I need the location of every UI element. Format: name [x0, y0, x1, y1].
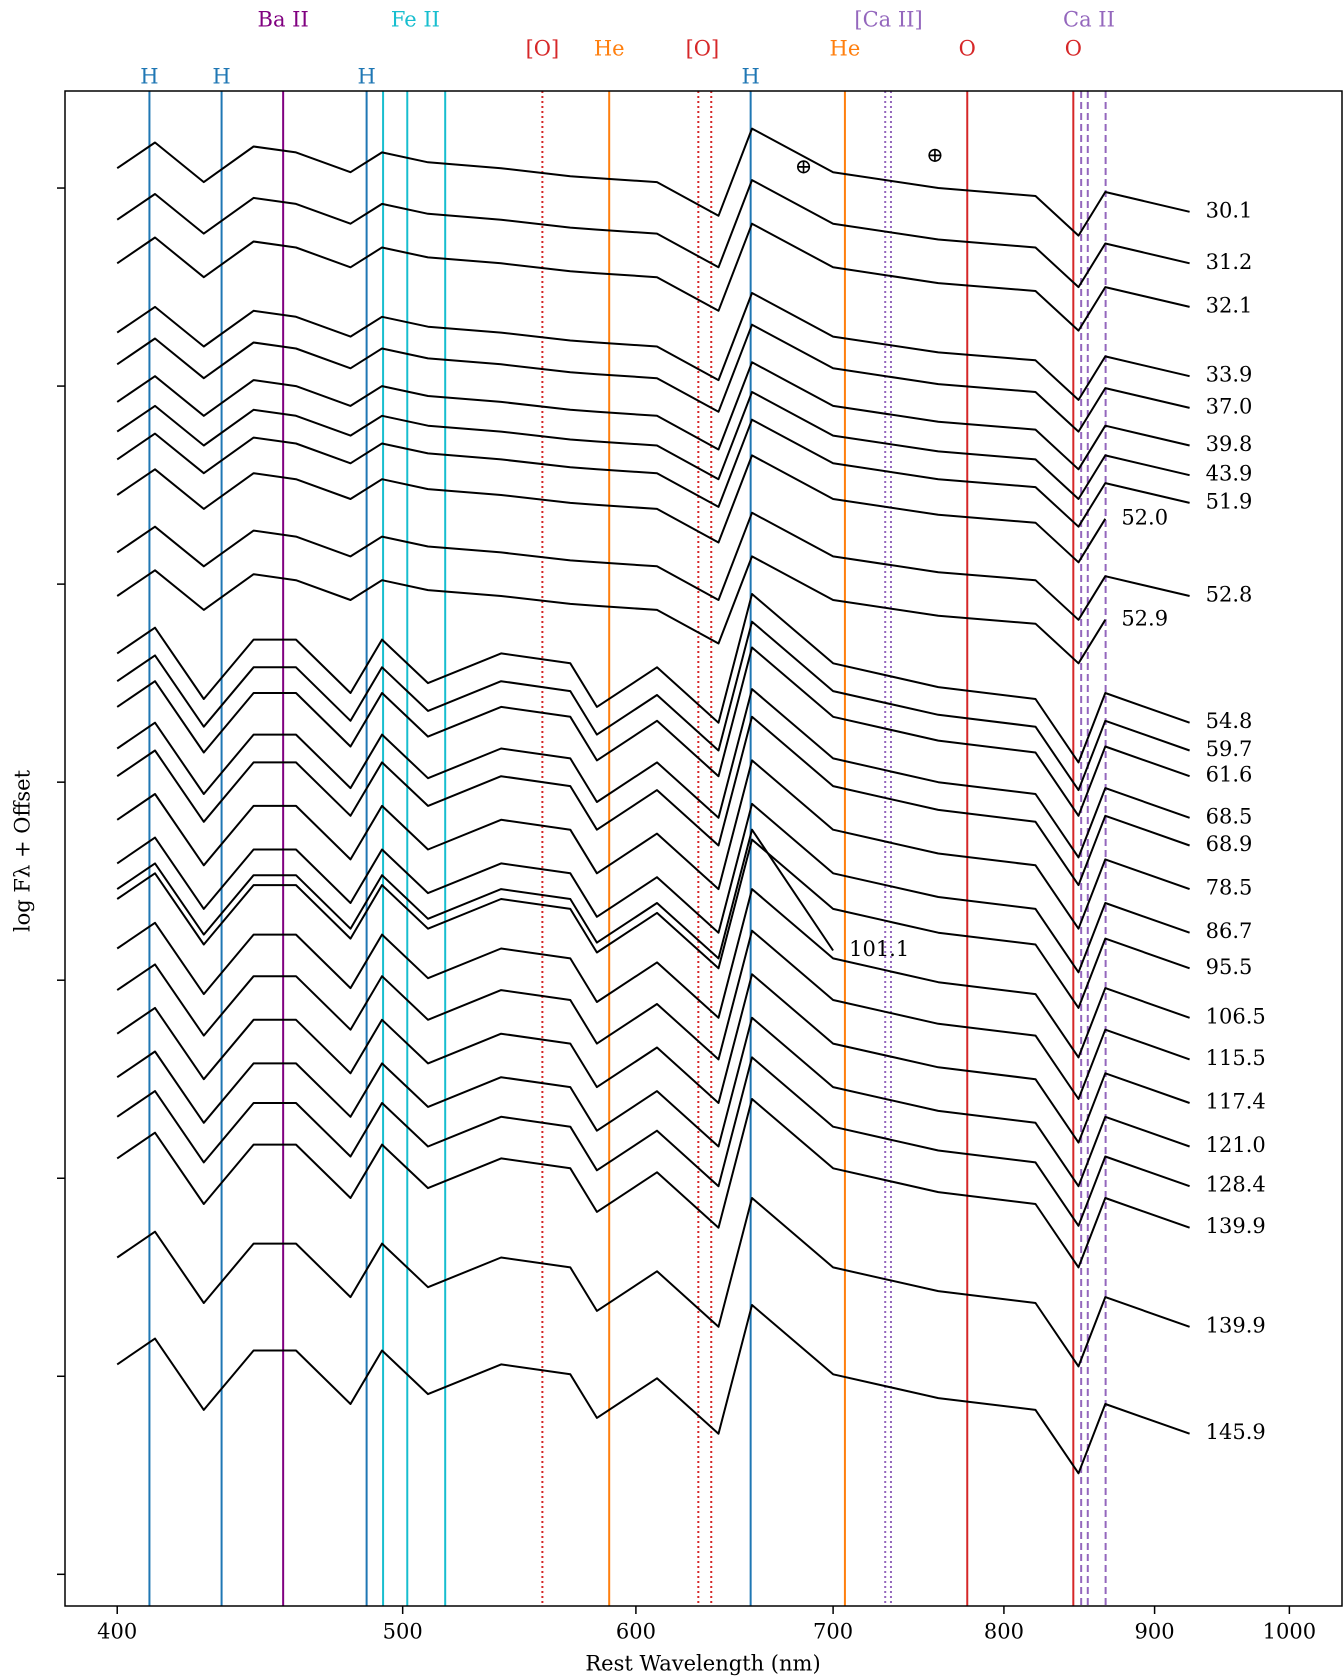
spectrum-label: 115.5 — [1206, 1046, 1266, 1070]
plot-frame — [64, 90, 1343, 1607]
x-tick-label: 700 — [813, 1620, 853, 1644]
spectrum-label: 61.6 — [1206, 763, 1253, 787]
spectrum-label: 117.4 — [1206, 1089, 1266, 1113]
spectrum-label: 33.9 — [1206, 363, 1253, 387]
line-id-label: [O] — [686, 37, 720, 61]
spectrum — [116, 802, 1190, 974]
spectrum — [116, 292, 1190, 401]
spectrum-label: 145.9 — [1206, 1420, 1266, 1444]
telluric-marker: ⊕ — [926, 143, 944, 167]
spectrum-label: 95.5 — [1206, 955, 1253, 979]
x-tick-label: 1000 — [1263, 1620, 1316, 1644]
x-tick-label: 400 — [97, 1620, 137, 1644]
spectrum-label: 30.1 — [1206, 198, 1253, 222]
spectrum-label: 37.0 — [1206, 394, 1253, 418]
spectrum-label: 59.7 — [1206, 737, 1253, 761]
spectrum-label: 54.8 — [1206, 709, 1253, 733]
line-id-label: Fe II — [391, 8, 440, 32]
line-id-label: Ba II — [258, 8, 309, 32]
x-tick-label: 900 — [1135, 1620, 1175, 1644]
spectrum — [116, 828, 834, 960]
line-id-label: He — [830, 37, 861, 61]
line-id-label: O — [959, 37, 976, 61]
spectrum — [116, 555, 1107, 665]
line-id-label: H — [212, 65, 230, 89]
spectrum-label: 139.9 — [1206, 1313, 1266, 1337]
spectrum-label: 31.2 — [1206, 250, 1253, 274]
line-id-label: O — [1065, 37, 1082, 61]
spectrum — [116, 454, 1107, 564]
spectrum-label: 51.9 — [1206, 489, 1253, 513]
spectrum-label: 106.5 — [1206, 1004, 1266, 1028]
spectrum — [116, 715, 1190, 887]
spectrum — [116, 1016, 1190, 1188]
spectrum-label: 52.8 — [1206, 583, 1253, 607]
spectrum — [116, 593, 1190, 764]
line-id-label: H — [357, 65, 375, 89]
spectrum — [116, 1098, 1190, 1269]
line-id-label: H — [741, 65, 759, 89]
spectrum-label: 68.9 — [1206, 832, 1253, 856]
spectrum — [116, 838, 1190, 1009]
spectrum — [116, 1304, 1190, 1475]
telluric-marker: ⊕ — [795, 155, 813, 179]
spectrum — [116, 620, 1190, 792]
spectrum — [116, 973, 1190, 1144]
spectrum-label: 78.5 — [1206, 876, 1253, 900]
spectrum — [116, 1197, 1190, 1368]
spectrum — [116, 888, 1190, 1059]
x-tick-label: 600 — [616, 1620, 656, 1644]
y-axis-title: log Fλ + Offset — [11, 769, 35, 932]
spectrum — [116, 418, 1190, 528]
line-id-label: Ca II — [1063, 8, 1115, 32]
line-id-label: [Ca II] — [854, 8, 922, 32]
spectrum-label: 86.7 — [1206, 919, 1253, 943]
line-id-label: [O] — [526, 37, 560, 61]
spectrum-label: 68.5 — [1206, 804, 1253, 828]
spectrum-label: 52.9 — [1121, 606, 1168, 630]
spectrum-label: 32.1 — [1206, 293, 1253, 317]
spectrum-label: 128.4 — [1206, 1173, 1266, 1197]
spectrum — [116, 391, 1190, 500]
spectrum — [116, 646, 1190, 817]
spectrum — [116, 323, 1190, 433]
spectrum — [116, 179, 1190, 289]
spectrum — [116, 759, 1190, 930]
x-tick-label: 500 — [383, 1620, 423, 1644]
spectrum-label: 43.9 — [1206, 462, 1253, 486]
spectrum — [116, 1056, 1190, 1227]
spectrum — [116, 688, 1190, 859]
line-id-label: He — [594, 37, 625, 61]
spectrum — [116, 929, 1190, 1100]
spectrum-label: 121.0 — [1206, 1133, 1266, 1157]
spectrum-label: 139.9 — [1206, 1214, 1266, 1238]
spectrum — [116, 511, 1190, 621]
spectrum — [116, 222, 1190, 332]
spectrum — [116, 361, 1190, 471]
line-id-label: H — [140, 65, 158, 89]
x-axis-title: Rest Wavelength (nm) — [585, 1652, 820, 1676]
spectrum-label: 52.0 — [1121, 505, 1168, 529]
spectrum — [116, 127, 1190, 237]
x-tick-label: 800 — [984, 1620, 1024, 1644]
spectrum-label: 39.8 — [1206, 432, 1253, 456]
spectrum-label: 101.1 — [849, 937, 909, 961]
